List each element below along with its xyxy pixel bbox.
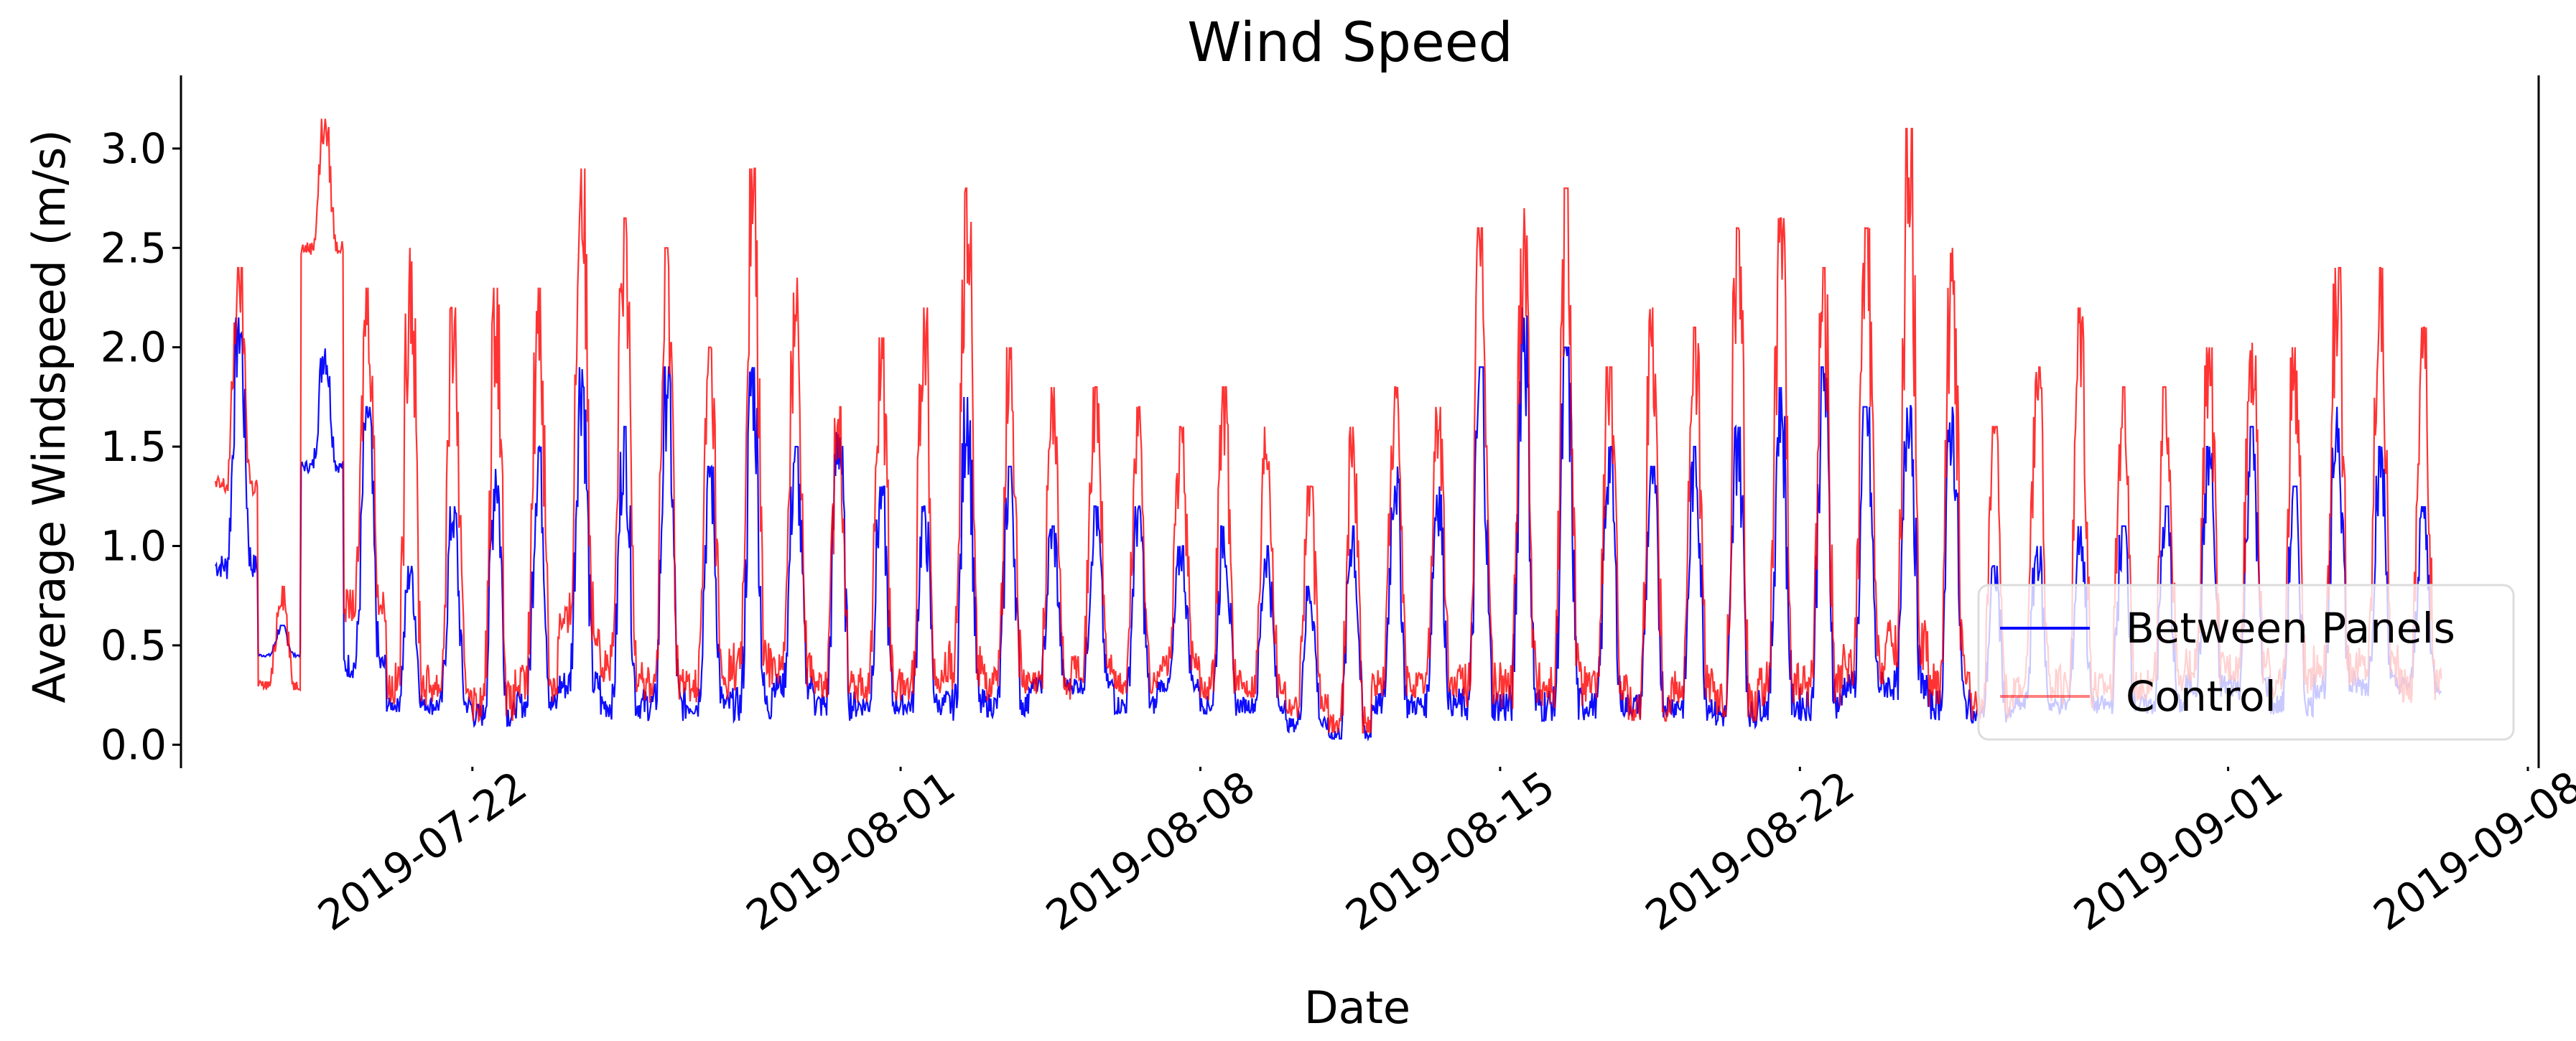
x-tick-label: 2019-09-08 [2365,762,2576,940]
x-tick-label: 2019-08-22 [1637,762,1863,940]
x-tick-label: 2019-08-01 [738,762,964,940]
x-tick-label: 2019-08-15 [1337,762,1563,940]
x-axis-label: Date [1304,981,1410,1034]
y-tick-label: 3.0 [101,124,167,173]
y-tick-label: 1.5 [101,422,167,471]
legend-box [1977,584,2515,741]
y-tick-label: 2.5 [101,223,167,272]
y-ticks: 0.0 0.5 1.0 1.5 2.0 2.5 3.0 [101,124,181,769]
y-tick-label: 0.0 [101,720,167,769]
legend-label-control: Control [2126,672,2277,721]
x-tick-label: 2019-09-01 [2065,762,2292,940]
y-axis-label: Average Windspeed (m/s) [23,129,75,703]
chart-title: Wind Speed [1187,10,1512,74]
legend-label-between-panels: Between Panels [2126,604,2455,653]
y-tick-label: 0.5 [101,621,167,670]
x-tick-label: 2019-07-22 [310,762,536,940]
y-tick-label: 2.0 [101,323,167,372]
x-tick-label: 2019-08-08 [1037,762,1263,940]
legend: Between Panels Control [1977,584,2515,741]
y-tick-label: 1.0 [101,522,167,571]
x-ticks: 2019-07-22 2019-08-01 2019-08-08 2019-08-15… [310,762,2576,940]
